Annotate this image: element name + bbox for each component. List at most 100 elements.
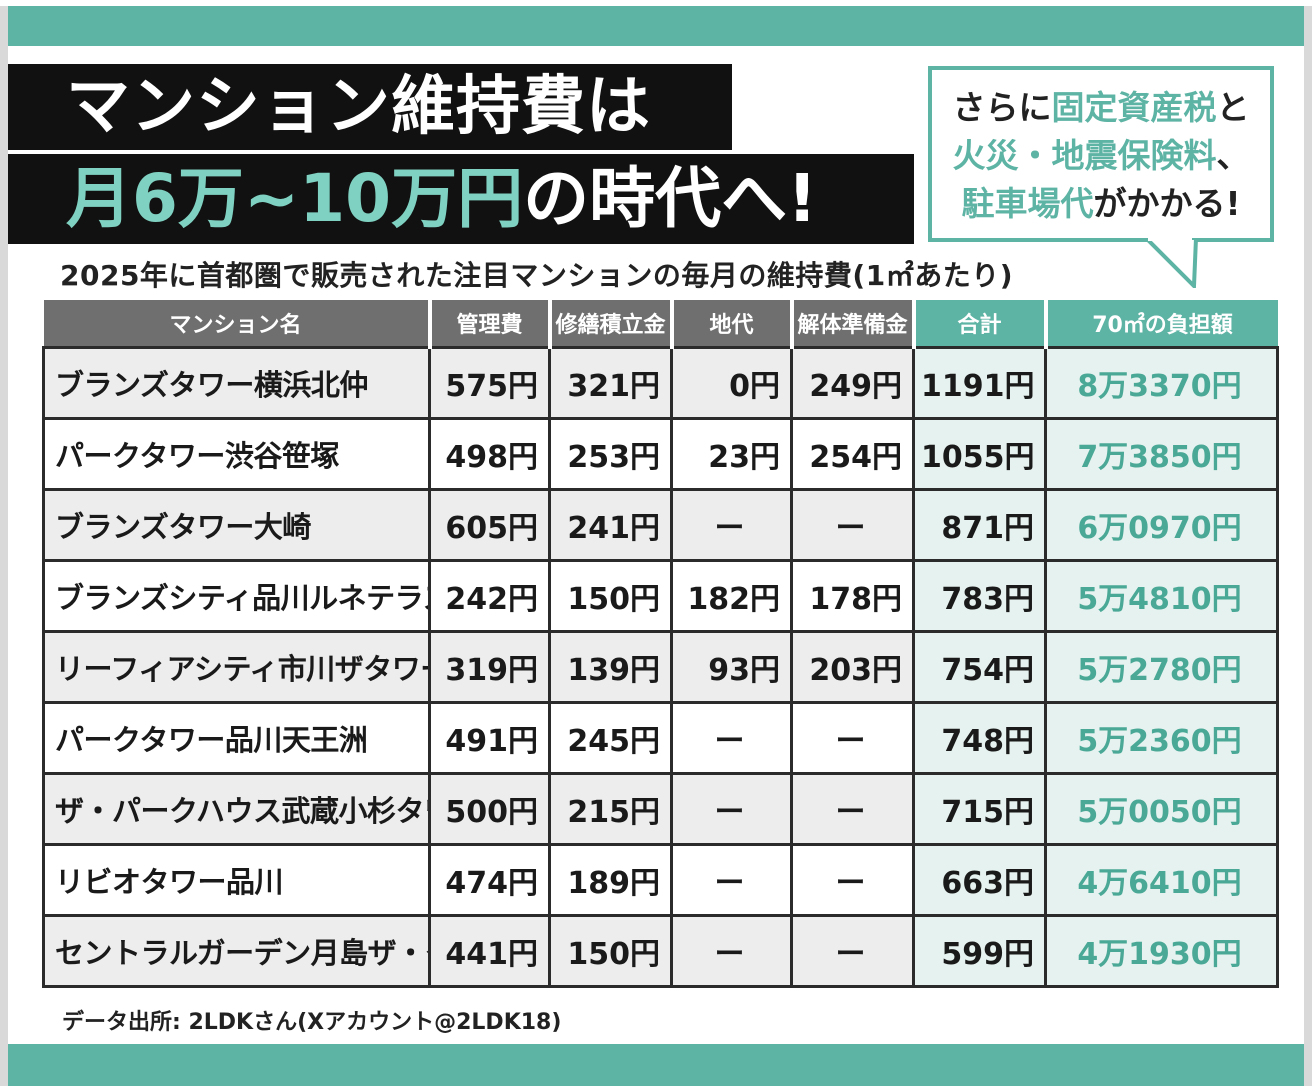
table-row: ブランズタワー大崎 605円 241円ーー 871円 6万0970円 xyxy=(42,488,1279,562)
table-row: ブランズシティ品川ルネテラス 242円 150円 182円 178円 783円 5万4810… xyxy=(42,559,1279,633)
burden-70sqm-cell: 5万0050円 xyxy=(1044,772,1279,846)
table-row: セントラルガーデン月島ザ・タワー441円150円ーー599円4万1930円 xyxy=(42,914,1279,988)
headline-accent: 月6万~10万円 xyxy=(66,160,524,237)
headline-text-2: の時代へ! xyxy=(523,160,818,237)
callout-highlight: 火災・地震保険料 xyxy=(952,136,1217,175)
column-header: 合計 xyxy=(913,300,1048,348)
table-subtitle: 2025年に首都圏で販売された注目マンションの毎月の維持費(1㎡あたり) xyxy=(60,259,1014,292)
total-cell: 754円 xyxy=(912,630,1047,704)
table-header-row: マンション名 管理費 修繕積立金 地代 解体準備金 合計 70㎡の負担額 xyxy=(43,300,1278,348)
table-row: リーフィアシティ市川ザタワー 319円 139円 93円 203円 754円 5万2780円 xyxy=(42,630,1279,704)
headline-line-2: 月6万~10万円の時代へ! xyxy=(8,154,914,244)
table-cell: ー xyxy=(790,701,915,775)
burden-70sqm-cell: 6万0970円 xyxy=(1044,488,1279,562)
column-header: 解体準備金 xyxy=(791,300,916,348)
callout-box: さらに固定資産税と 火災・地震保険料、 駐車場代がかかる! xyxy=(928,66,1274,242)
table-cell: 474円 xyxy=(428,843,551,917)
callout-text: と xyxy=(1216,88,1250,127)
table-cell: 182円 xyxy=(670,559,793,633)
table-cell: 575円 xyxy=(428,346,551,420)
maintenance-cost-table: マンション名 管理費 修繕積立金 地代 解体準備金 合計 70㎡の負担額 ブランズタワー横浜… xyxy=(42,300,1279,988)
callout-text: さらに xyxy=(952,88,1052,127)
table-cell: 321円 xyxy=(548,346,673,420)
mansion-name-cell: ブランズタワー大崎 xyxy=(42,488,431,562)
mansion-name-cell: セントラルガーデン月島ザ・タワー xyxy=(42,914,431,988)
callout-line-2: 火災・地震保険料、 xyxy=(932,132,1270,180)
table-cell: 491円 xyxy=(428,701,551,775)
burden-70sqm-cell: 5万2360円 xyxy=(1044,701,1279,775)
table-cell: 139円 xyxy=(548,630,673,704)
total-cell: 1055円 xyxy=(912,417,1047,491)
table-row: パークタワー渋谷笹塚 498円 253円 23円 254円 1055円 7万3850円 xyxy=(42,417,1279,491)
mansion-name-cell: パークタワー品川天王洲 xyxy=(42,701,431,775)
table-cell: 241円 xyxy=(548,488,673,562)
table-cell: 150円 xyxy=(548,914,673,988)
table-cell: 253円 xyxy=(548,417,673,491)
burden-70sqm-cell: 4万1930円 xyxy=(1044,914,1279,988)
total-cell: 715円 xyxy=(912,772,1047,846)
frame-left-border xyxy=(0,6,8,1086)
column-header: マンション名 xyxy=(43,300,432,348)
callout-line-3: 駐車場代がかかる! xyxy=(932,180,1270,228)
table-cell: 215円 xyxy=(548,772,673,846)
table-cell: ー xyxy=(670,488,793,562)
headline-text-1: マンション維持費は xyxy=(66,70,651,144)
column-header: 管理費 xyxy=(429,300,552,348)
callout-text: がかかる! xyxy=(1093,184,1241,223)
callout-highlight: 固定資産税 xyxy=(1051,88,1217,127)
burden-70sqm-cell: 4万6410円 xyxy=(1044,843,1279,917)
table-cell: 150円 xyxy=(548,559,673,633)
frame-top-band xyxy=(8,6,1304,46)
table-cell: ー xyxy=(790,488,915,562)
table-cell: ー xyxy=(790,914,915,988)
table-cell: 178円 xyxy=(790,559,915,633)
table-row: パークタワー品川天王洲 491円 245円ーー 748円 5万2360円 xyxy=(42,701,1279,775)
callout-line-1: さらに固定資産税と xyxy=(932,84,1270,132)
frame-right-border xyxy=(1304,6,1312,1086)
table-cell: 245円 xyxy=(548,701,673,775)
mansion-name-cell: ブランズシティ品川ルネテラス xyxy=(42,559,431,633)
table-cell: ー xyxy=(670,701,793,775)
table-row: ザ・パークハウス武蔵小杉タワーズ500円215円ーー715円5万0050円 xyxy=(42,772,1279,846)
table-cell: 249円 xyxy=(790,346,915,420)
column-header: 修繕積立金 xyxy=(549,300,674,348)
frame-bottom-band xyxy=(8,1044,1304,1086)
table-cell: ー xyxy=(670,843,793,917)
headline-line-1: マンション維持費は xyxy=(8,64,732,150)
table-cell: ー xyxy=(670,772,793,846)
callout-tail xyxy=(1146,238,1199,288)
mansion-name-cell: リビオタワー品川 xyxy=(42,843,431,917)
total-cell: 783円 xyxy=(912,559,1047,633)
table-body: ブランズタワー横浜北仲 575円 321円 0円 249円 1191円 8万3370円 パーク… xyxy=(42,346,1279,988)
table-cell: 605円 xyxy=(428,488,551,562)
table-cell: 500円 xyxy=(428,772,551,846)
column-header: 地代 xyxy=(671,300,794,348)
table-cell: 93円 xyxy=(670,630,793,704)
table-cell: 254円 xyxy=(790,417,915,491)
burden-70sqm-cell: 8万3370円 xyxy=(1044,346,1279,420)
callout-highlight: 駐車場代 xyxy=(961,184,1094,223)
total-cell: 748円 xyxy=(912,701,1047,775)
table-cell: 242円 xyxy=(428,559,551,633)
total-cell: 871円 xyxy=(912,488,1047,562)
mansion-name-cell: ブランズタワー横浜北仲 xyxy=(42,346,431,420)
mansion-name-cell: リーフィアシティ市川ザタワー xyxy=(42,630,431,704)
table-cell: ー xyxy=(670,914,793,988)
total-cell: 663円 xyxy=(912,843,1047,917)
table-cell: 203円 xyxy=(790,630,915,704)
table-cell: 23円 xyxy=(670,417,793,491)
column-header: 70㎡の負担額 xyxy=(1045,300,1278,348)
burden-70sqm-cell: 7万3850円 xyxy=(1044,417,1279,491)
table-row: ブランズタワー横浜北仲 575円 321円 0円 249円 1191円 8万3370円 xyxy=(42,346,1279,420)
burden-70sqm-cell: 5万2780円 xyxy=(1044,630,1279,704)
callout-text: 、 xyxy=(1216,136,1250,175)
table-row: リビオタワー品川 474円 189円ーー 663円 4万6410円 xyxy=(42,843,1279,917)
table-cell: ー xyxy=(790,843,915,917)
mansion-name-cell: パークタワー渋谷笹塚 xyxy=(42,417,431,491)
table-cell: 441円 xyxy=(428,914,551,988)
table-cell: ー xyxy=(790,772,915,846)
table-cell: 498円 xyxy=(428,417,551,491)
total-cell: 1191円 xyxy=(912,346,1047,420)
total-cell: 599円 xyxy=(912,914,1047,988)
table-cell: 0円 xyxy=(670,346,793,420)
